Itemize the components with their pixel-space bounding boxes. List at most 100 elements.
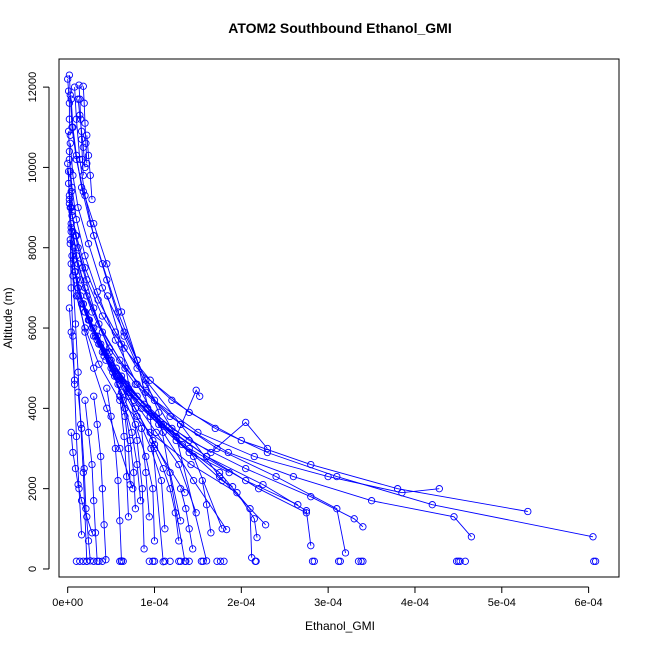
- data-point: [71, 464, 80, 473]
- data-point: [69, 228, 77, 236]
- y-tick-label: 0: [27, 566, 39, 572]
- data-point: [176, 557, 185, 565]
- data-point: [185, 444, 193, 453]
- data-point: [107, 364, 115, 372]
- data-point: [72, 557, 81, 565]
- data-point: [359, 557, 367, 565]
- data-point: [242, 418, 250, 427]
- data-point: [66, 236, 74, 244]
- series-line: [107, 295, 145, 549]
- data-point: [103, 260, 111, 268]
- data-point: [90, 392, 98, 400]
- data-series-31: [110, 372, 140, 513]
- data-point: [354, 557, 363, 565]
- data-point: [66, 91, 74, 99]
- x-tick-label: 0e+00: [52, 597, 83, 609]
- data-point: [428, 501, 436, 509]
- data-series-3: [66, 139, 270, 529]
- data-point: [114, 380, 122, 388]
- data-point: [259, 480, 267, 489]
- data-point: [172, 432, 180, 441]
- data-point: [76, 557, 84, 565]
- data-point: [461, 557, 469, 565]
- data-point: [69, 171, 77, 180]
- data-point: [77, 497, 86, 505]
- data-point: [81, 396, 89, 404]
- data-point: [126, 436, 134, 445]
- data-point: [220, 557, 228, 565]
- data-point: [121, 404, 129, 412]
- data-point: [79, 300, 87, 308]
- data-point: [202, 557, 211, 565]
- data-point: [65, 99, 74, 107]
- series-line: [201, 480, 212, 533]
- data-point: [98, 485, 107, 493]
- data-series-29: [103, 292, 148, 553]
- data-point: [68, 207, 76, 216]
- data-point: [215, 468, 224, 477]
- data-point: [64, 87, 73, 95]
- data-series-49: [116, 392, 133, 521]
- data-point: [116, 392, 124, 400]
- data-point: [185, 408, 193, 417]
- x-tick-label: 5e-04: [488, 597, 516, 609]
- data-point: [94, 296, 102, 304]
- data-point: [64, 127, 73, 135]
- data-point: [76, 111, 84, 119]
- data-point: [65, 115, 74, 123]
- data-series-42: [64, 127, 76, 216]
- data-point: [142, 468, 150, 477]
- data-point: [175, 557, 183, 565]
- data-point: [120, 328, 128, 336]
- data-point: [398, 489, 406, 497]
- data-point: [77, 183, 86, 192]
- data-point: [166, 485, 174, 493]
- data-point: [69, 448, 77, 457]
- data-series-44: [65, 304, 79, 384]
- data-point: [131, 380, 140, 388]
- data-point: [74, 284, 82, 292]
- data-point: [64, 75, 72, 83]
- data-point: [75, 485, 83, 493]
- data-point: [77, 531, 86, 539]
- series-line: [119, 396, 129, 517]
- data-point: [142, 376, 150, 384]
- data-point: [161, 525, 169, 533]
- data-point: [90, 497, 98, 505]
- data-point: [83, 557, 91, 565]
- series-line: [82, 86, 88, 164]
- data-point: [98, 328, 107, 336]
- x-axis-label: Ethanol_GMI: [305, 619, 375, 633]
- series-line: [67, 163, 88, 562]
- data-series-34: [90, 392, 110, 564]
- data-point: [79, 171, 87, 180]
- data-point: [192, 386, 200, 394]
- data-point: [83, 159, 91, 168]
- data-point: [187, 460, 195, 469]
- data-point: [90, 557, 98, 565]
- data-point: [86, 557, 94, 565]
- data-point: [207, 448, 215, 457]
- series-line: [69, 143, 266, 526]
- data-point: [161, 557, 169, 565]
- data-point: [182, 557, 190, 565]
- data-point: [98, 557, 107, 565]
- data-point: [255, 485, 263, 493]
- data-point: [145, 557, 153, 565]
- series-line: [84, 400, 98, 562]
- data-point: [252, 557, 260, 565]
- data-point: [93, 288, 101, 296]
- data-point: [98, 312, 107, 320]
- data-point: [250, 515, 258, 523]
- series-line: [180, 488, 194, 549]
- series-line: [68, 199, 134, 489]
- data-point: [80, 464, 88, 473]
- data-point: [357, 557, 365, 565]
- axes: 0e+00 1e-04 2e-04 3e-04 4e-04 5e-04 6e-04 0 2000…: [27, 72, 603, 609]
- data-point: [79, 557, 87, 565]
- data-point: [66, 203, 74, 212]
- data-point: [77, 292, 85, 300]
- data-point: [70, 380, 79, 388]
- data-point: [367, 497, 376, 505]
- series-line: [106, 388, 122, 561]
